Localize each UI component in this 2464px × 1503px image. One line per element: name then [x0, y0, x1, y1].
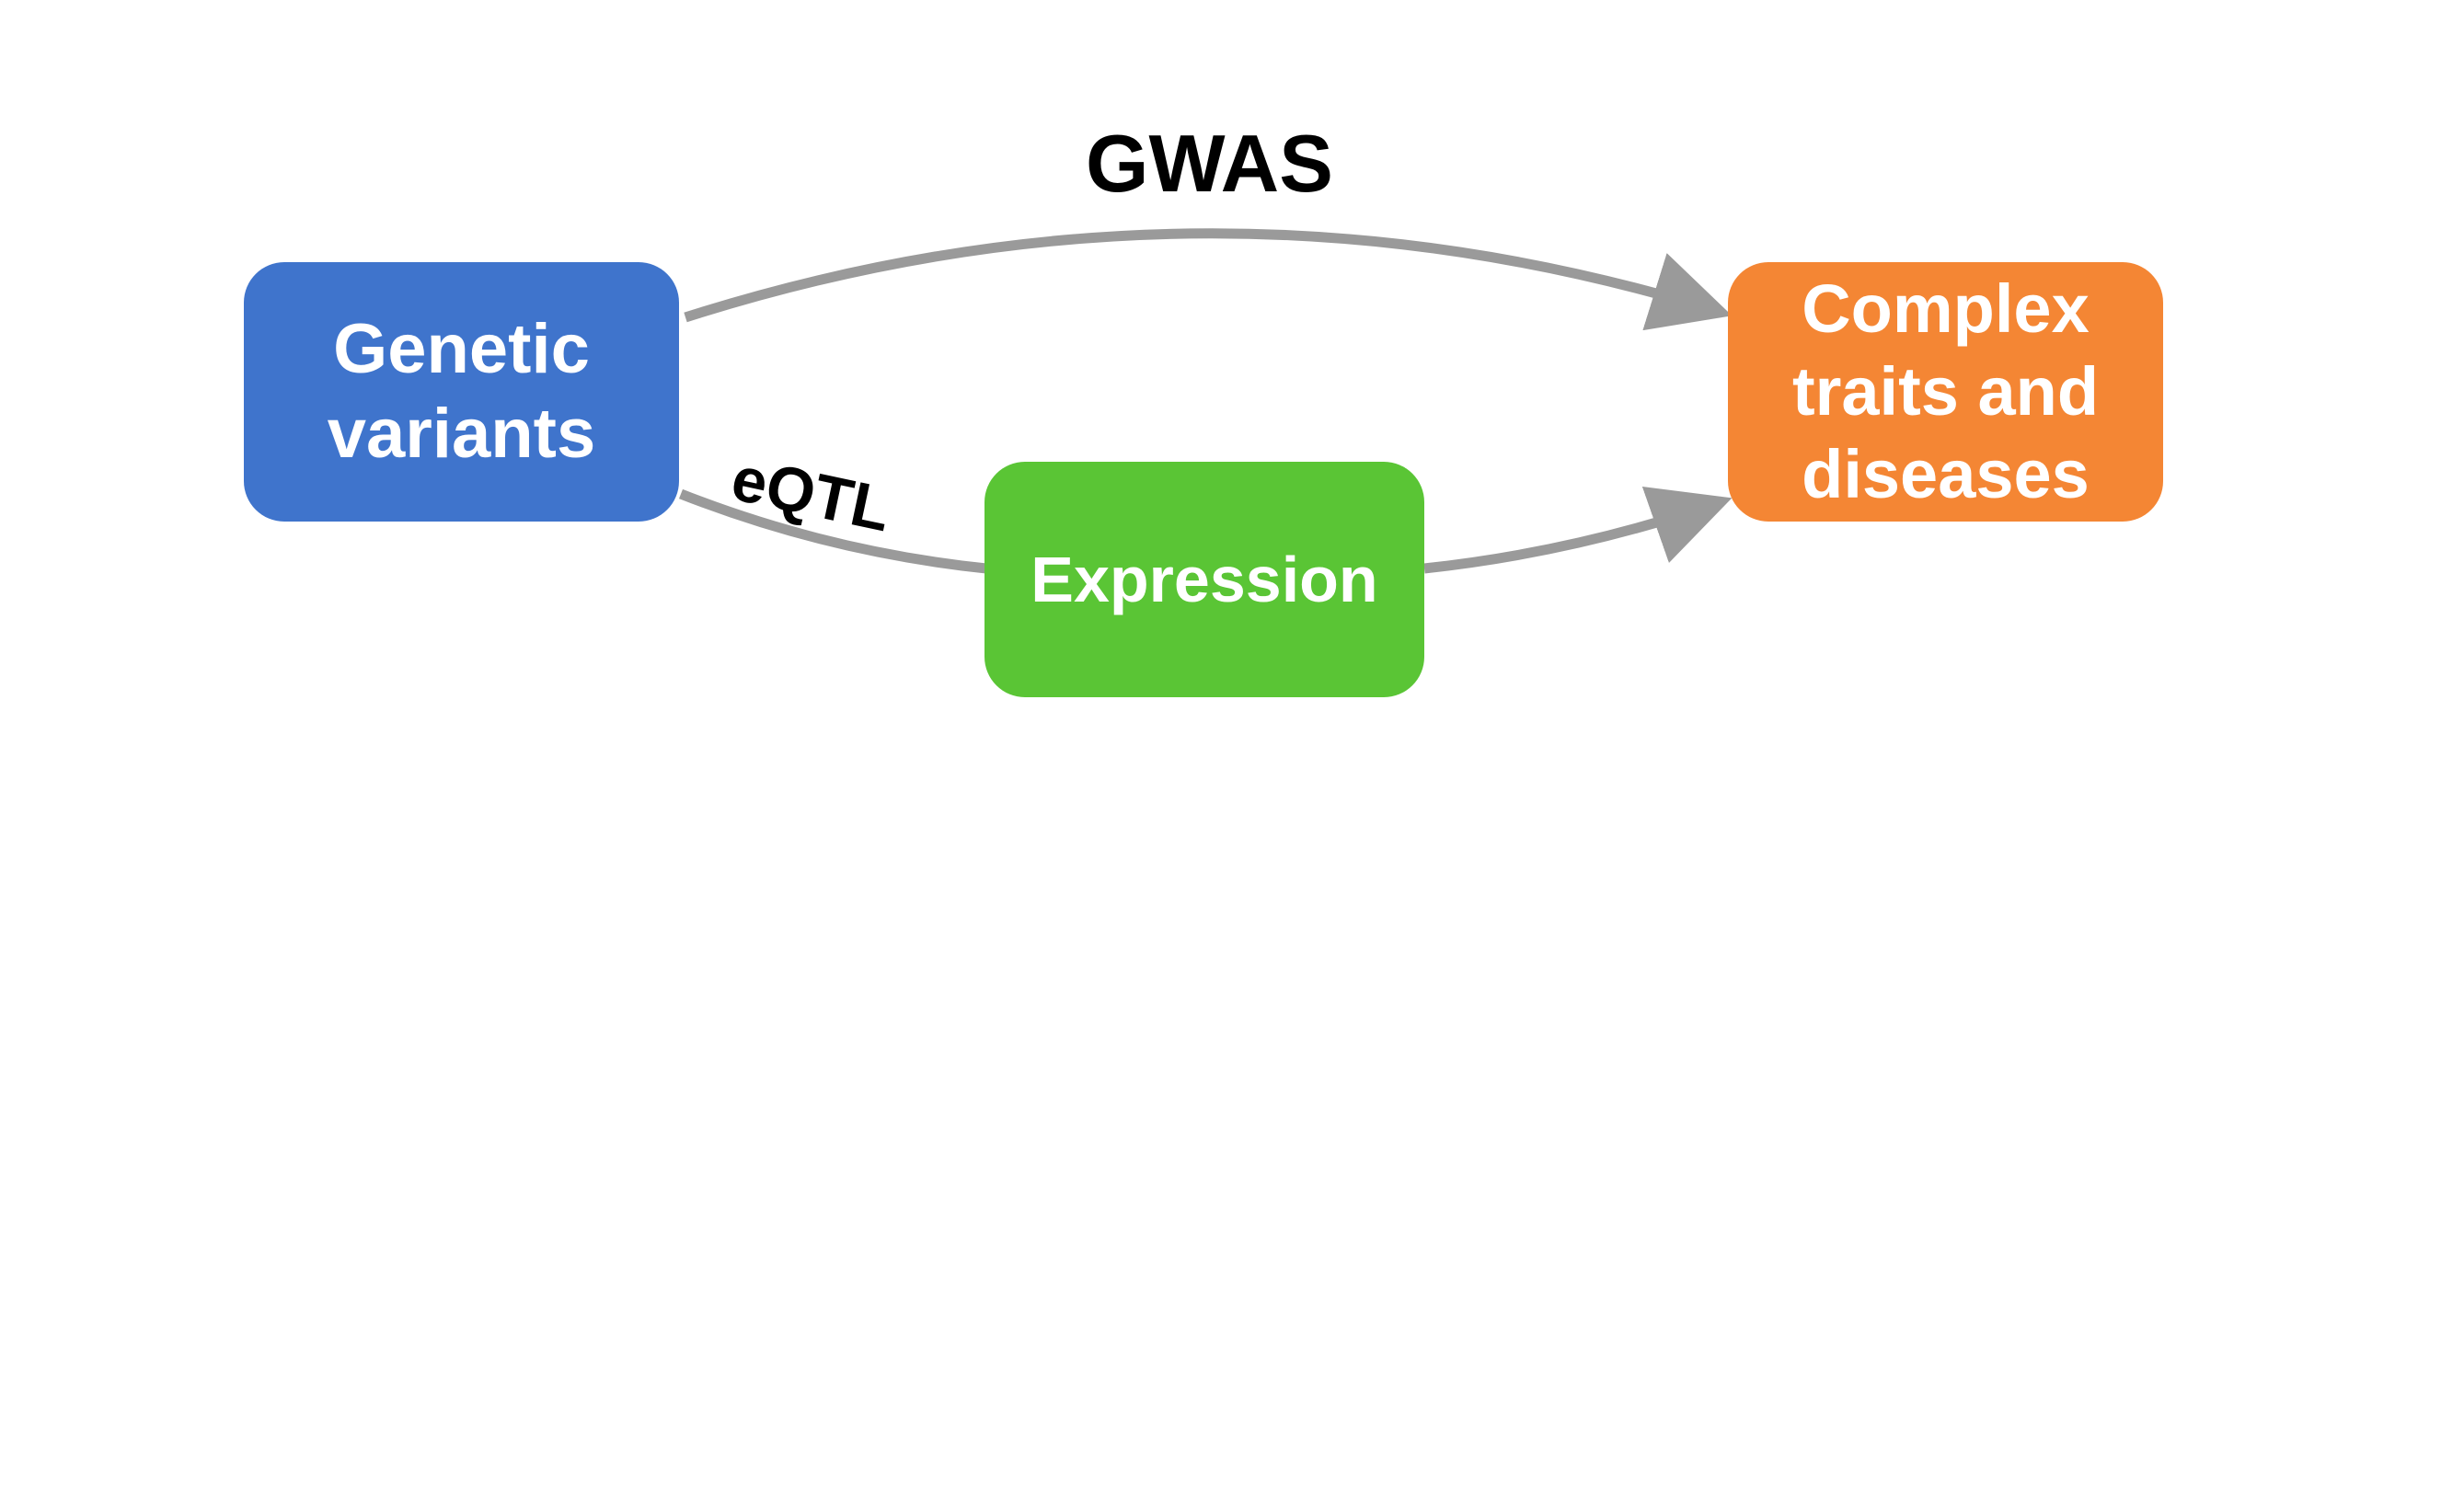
expression-to-traits-arrow — [1423, 486, 1733, 574]
gwas-arrow — [684, 228, 1733, 331]
expression-node: Expression — [984, 462, 1424, 697]
genetic-variants-node: Genetic variants — [244, 262, 679, 522]
complex-traits-label-line-3: diseases — [1802, 436, 2090, 512]
complex-traits-label-line-1: Complex — [1802, 270, 2090, 347]
genetic-variants-label-line-2: variants — [327, 395, 596, 473]
expression-label: Expression — [1031, 544, 1378, 615]
gwas-label: GWAS — [1086, 118, 1333, 209]
genetic-variants-label-line-1: Genetic — [333, 310, 590, 388]
complex-traits-label-line-2: traits and — [1791, 353, 2100, 430]
eqtl-arrow — [678, 488, 987, 574]
complex-traits-node: Complex traits and diseases — [1728, 262, 2163, 522]
